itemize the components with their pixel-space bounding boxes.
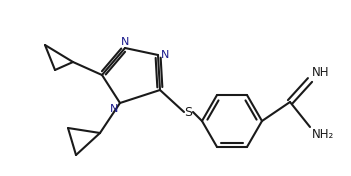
Text: S: S [184,105,192,118]
Text: N: N [110,104,118,114]
Text: NH: NH [312,66,330,79]
Text: N: N [161,50,170,60]
Text: NH₂: NH₂ [312,128,334,141]
Text: N: N [121,37,129,47]
